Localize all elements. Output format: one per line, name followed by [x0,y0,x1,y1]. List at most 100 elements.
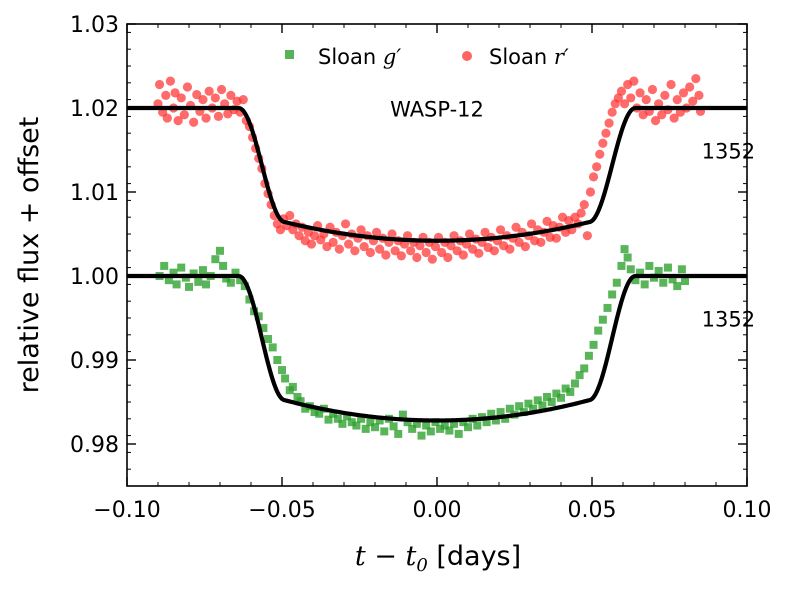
data-point-r [170,88,180,98]
data-point-r [660,90,670,100]
data-point-g [589,340,598,349]
data-point-r [350,246,360,256]
data-point-g [324,415,333,424]
data-point-g [663,263,672,272]
data-point-r [161,90,171,100]
y-tick-label: 1.03 [70,13,119,38]
data-point-r [356,225,366,235]
legend-marker-g [285,50,294,59]
data-point-r [406,246,416,256]
data-point-r [381,250,391,260]
data-point-g [547,398,556,406]
data-point-g [412,419,421,428]
data-point-g [268,343,277,352]
data-point-g [612,278,621,287]
data-point-r [437,247,447,258]
data-point-g [491,416,500,425]
data-point-r [421,247,431,258]
data-point-r [375,244,385,254]
data-point-g [459,418,468,427]
data-point-r [601,128,611,138]
data-point-g [408,424,417,433]
data-point-g [389,422,398,431]
data-point-r [344,239,354,249]
data-point-r [474,248,484,258]
data-point-g [623,253,632,262]
data-point-r [216,84,227,95]
data-point-g [375,416,384,425]
data-point-g [640,280,649,289]
data-point-g [301,404,310,413]
data-point-g [278,366,286,375]
data-point-g [450,419,459,428]
data-point-g [366,418,375,427]
data-point-g [329,409,338,418]
data-point-r [678,88,689,98]
data-point-r [480,227,490,237]
data-point-g [259,324,268,333]
data-point-g [552,389,561,398]
data-point-r [415,241,425,251]
data-point-g [584,351,593,360]
data-point-r [328,237,338,247]
data-point-g [636,268,645,277]
x-tick-label: 0.00 [413,498,462,523]
data-point-g [219,261,228,270]
y-tick-label: 0.99 [70,349,119,374]
data-point-g [177,263,186,272]
legend-marker-r [462,51,472,61]
data-point-g [645,261,654,270]
data-point-g [338,419,347,428]
data-point-g [557,393,565,402]
legend-label-r: Sloan r′ [489,45,569,69]
data-point-g [473,421,482,430]
data-point-r [446,241,456,251]
data-point-r [449,231,459,241]
data-point-g [417,431,426,440]
data-point-r [650,116,661,126]
data-point-r [173,116,183,126]
x-axis-title: t − t0 [days] [355,541,521,576]
data-point-g [222,274,231,283]
data-point-g [264,335,273,343]
data-point-r [365,247,375,258]
annotation: 1352 [702,307,755,331]
y-tick-label: 1.01 [70,181,119,206]
data-point-r [526,219,537,229]
data-point-r [162,113,172,123]
data-point-r [672,95,682,105]
data-point-r [179,110,189,120]
data-point-r [607,107,617,117]
data-point-g [561,384,570,393]
legend: Sloan g′ Sloan r′ [285,45,569,69]
data-point-g [681,277,689,286]
data-point-g [487,409,496,418]
legend-label-g: Sloan g′ [318,45,401,69]
data-point-r [387,229,397,239]
data-point-g [198,266,207,275]
data-point-g [352,421,361,430]
data-point-g [654,266,663,275]
data-point-g [598,315,607,324]
data-point-r [694,90,704,100]
annotations: WASP-12 1352 1352 [390,97,755,331]
data-point-g [240,282,249,291]
data-point-r [192,89,202,100]
data-point-g [296,397,305,406]
data-point-r [626,93,636,103]
data-point-g [216,246,224,255]
data-point-r [585,187,596,197]
data-point-r [657,110,667,120]
data-point-g [594,326,603,335]
data-point-g [440,421,449,430]
data-point-g [189,269,198,278]
data-point-r [647,84,658,95]
data-point-r [641,95,651,105]
data-point-r [669,113,679,123]
data-point-r [536,237,546,247]
data-point-g [315,409,324,418]
data-point-r [204,86,214,96]
data-point-r [430,242,441,252]
data-point-g [426,427,435,436]
data-point-r [176,93,186,103]
